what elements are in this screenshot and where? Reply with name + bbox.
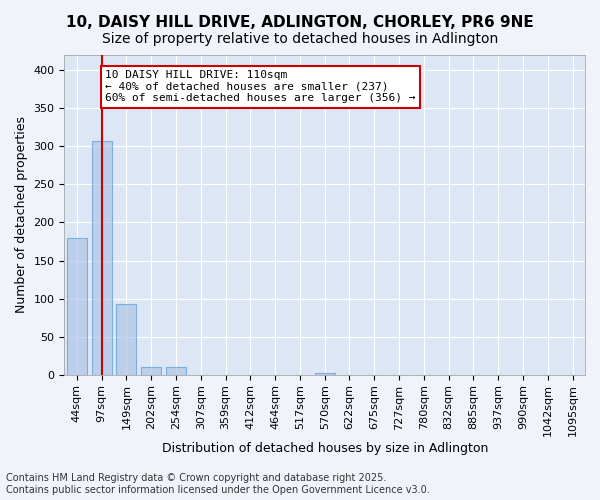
Text: 10, DAISY HILL DRIVE, ADLINGTON, CHORLEY, PR6 9NE: 10, DAISY HILL DRIVE, ADLINGTON, CHORLEY… — [66, 15, 534, 30]
Bar — [67, 238, 87, 374]
Bar — [141, 367, 161, 374]
Bar — [315, 373, 335, 374]
Bar — [116, 304, 136, 374]
Bar — [166, 367, 186, 374]
X-axis label: Distribution of detached houses by size in Adlington: Distribution of detached houses by size … — [161, 442, 488, 455]
Bar — [92, 141, 112, 374]
Text: 10 DAISY HILL DRIVE: 110sqm
← 40% of detached houses are smaller (237)
60% of se: 10 DAISY HILL DRIVE: 110sqm ← 40% of det… — [106, 70, 416, 103]
Y-axis label: Number of detached properties: Number of detached properties — [15, 116, 28, 314]
Text: Contains HM Land Registry data © Crown copyright and database right 2025.
Contai: Contains HM Land Registry data © Crown c… — [6, 474, 430, 495]
Text: Size of property relative to detached houses in Adlington: Size of property relative to detached ho… — [102, 32, 498, 46]
